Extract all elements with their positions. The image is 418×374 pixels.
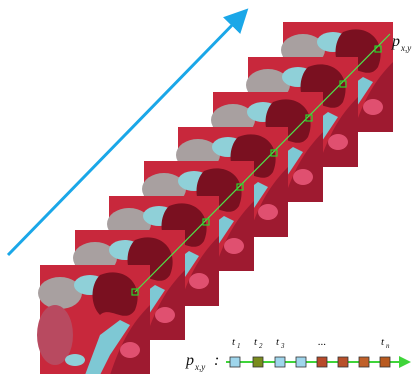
series-label-sub: x,y (194, 362, 205, 372)
diagram: p x,y p x,y : t 1 t 2 t 3 ... t n (0, 0, 418, 374)
time-label-sub: 3 (280, 342, 285, 350)
time-label: t (381, 336, 385, 348)
top-label-sub: x,y (400, 43, 411, 53)
image-stack (37, 22, 393, 374)
series-separator: : (214, 352, 219, 369)
series-label: p (185, 352, 194, 369)
time-label-sub: 2 (259, 342, 263, 350)
time-label: t (276, 336, 280, 348)
time-label: t (254, 336, 258, 348)
time-label-sub: 1 (237, 342, 241, 350)
time-label: t (232, 336, 236, 348)
ellipsis: ... (318, 336, 326, 348)
time-label-sub: n (386, 342, 390, 350)
top-label: p (391, 33, 400, 50)
